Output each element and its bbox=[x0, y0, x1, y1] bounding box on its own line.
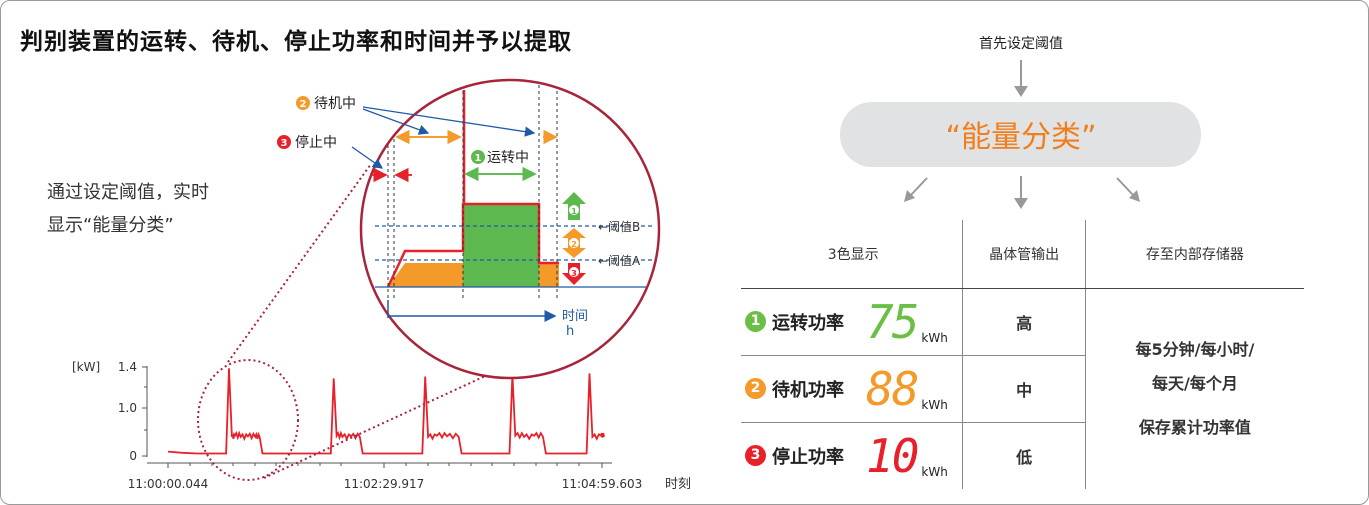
level-indicator-running: 1 bbox=[562, 192, 586, 220]
zoom-connector-line bbox=[263, 359, 521, 479]
branch-arrows bbox=[904, 176, 1140, 209]
running-segment-display: 75 bbox=[866, 294, 919, 349]
zoom-connector-line bbox=[227, 163, 372, 363]
trend-chart: [kW] 1.4 1.0 0 11:00:00.044 11:02:29.917… bbox=[72, 360, 691, 492]
running-power-label: 运转功率 bbox=[772, 312, 844, 334]
indicator-1-text: 1 bbox=[571, 207, 577, 216]
description-line-2: 显示“能量分类” bbox=[47, 215, 174, 236]
level-indicator-stopped: 3 bbox=[562, 263, 586, 285]
threshold-a-label: ←阈值A bbox=[598, 253, 641, 268]
standby-label: 待机中 bbox=[314, 96, 356, 112]
right-flow: 首先设定阈值 “能量分类” bbox=[840, 36, 1201, 209]
y-tick-label: 0 bbox=[129, 449, 137, 463]
stop-pointer bbox=[351, 146, 384, 169]
storage-line-2: 每天/每个月 bbox=[1151, 374, 1238, 393]
stopped-label: 停止中 bbox=[295, 134, 337, 151]
stopped-power-label: 停止功率 bbox=[772, 446, 844, 468]
down-arrow bbox=[1014, 60, 1028, 97]
header-output: 晶体管输出 bbox=[962, 220, 1086, 289]
x-tick-label: 11:02:29.917 bbox=[344, 477, 425, 491]
table-row: 1 运转功率 75 kWh 高 每5分钟/每小时/ 每天/每个月 保存累计功率值 bbox=[741, 288, 1304, 489]
unit-label: kWh bbox=[921, 398, 948, 413]
badge-3 bbox=[277, 135, 291, 149]
x-tick-label: 11:04:59.603 bbox=[562, 477, 643, 491]
standby-area bbox=[388, 263, 463, 287]
standby-area-right bbox=[539, 263, 559, 287]
x-axis-label: 时刻 bbox=[665, 477, 691, 492]
number-badge: 3 bbox=[745, 445, 766, 467]
classification-banner bbox=[840, 102, 1201, 167]
standby-pointer bbox=[362, 108, 430, 135]
table-row: 2 待机功率 88 kWh 中 bbox=[741, 355, 1304, 423]
output-low: 低 bbox=[962, 422, 1086, 489]
unit-label: kWh bbox=[921, 465, 948, 480]
badge-2 bbox=[296, 96, 310, 110]
output-medium: 中 bbox=[962, 355, 1086, 423]
indicator-3-text: 3 bbox=[571, 269, 577, 278]
zoom-region-ellipse bbox=[197, 359, 299, 481]
step-label: 首先设定阈值 bbox=[979, 36, 1063, 52]
number-badge: 1 bbox=[745, 311, 766, 333]
row-stopped-cell: 3 停止功率 10 kWh bbox=[741, 422, 963, 489]
standby-power-label: 待机功率 bbox=[772, 379, 844, 401]
storage-line-1: 每5分钟/每小时/ bbox=[1135, 340, 1255, 359]
table-row: 3 停止功率 10 kWh 低 bbox=[741, 422, 1304, 489]
standby-pointer bbox=[362, 106, 536, 137]
classification-table: 3色显示 晶体管输出 存至内部存储器 1 运转功率 75 kWh 高 每5分钟/每小时… bbox=[741, 220, 1304, 489]
h-label: h bbox=[566, 324, 574, 339]
left-diagram: [kW] 1.4 1.0 0 11:00:00.044 11:02:29.917… bbox=[72, 78, 691, 492]
storage-line-3: 保存累计功率值 bbox=[1138, 418, 1251, 437]
unit-label: kWh bbox=[921, 331, 948, 346]
y-tick-label: 1.4 bbox=[118, 360, 137, 374]
page-title: 判别装置的运转、待机、停止功率和时间并予以提取 bbox=[20, 29, 572, 55]
badge-1 bbox=[471, 150, 485, 164]
badge-2-text: 2 bbox=[300, 99, 307, 110]
badge-1-text: 1 bbox=[475, 153, 482, 164]
running-area bbox=[463, 204, 539, 287]
standby-segment-display: 88 bbox=[866, 361, 919, 416]
x-tick-label: 11:00:00.044 bbox=[128, 477, 209, 491]
y-axis-label: [kW] bbox=[72, 360, 100, 374]
indicator-2-text: 2 bbox=[571, 240, 577, 249]
stopped-segment-display: 10 bbox=[866, 428, 919, 483]
row-standby-cell: 2 待机功率 88 kWh bbox=[741, 355, 963, 423]
table-header-row: 3色显示 晶体管输出 存至内部存储器 bbox=[741, 220, 1304, 289]
classification-banner-text: “能量分类” bbox=[945, 120, 1096, 155]
badge-3-text: 3 bbox=[281, 138, 288, 149]
y-tick-label: 1.0 bbox=[118, 401, 137, 415]
output-high: 高 bbox=[962, 288, 1086, 356]
zoom-circle: 时间 h 2 待机中 3 停止中 1 运转中 1 2 bbox=[277, 78, 661, 380]
level-indicator-standby: 2 bbox=[562, 228, 586, 258]
time-axis-label: 时间 bbox=[562, 309, 588, 324]
number-badge: 2 bbox=[745, 378, 766, 400]
header-display: 3色显示 bbox=[741, 220, 963, 289]
row-running-cell: 1 运转功率 75 kWh bbox=[741, 288, 963, 356]
description-line-1: 通过设定阈值，实时 bbox=[47, 182, 209, 203]
header-storage: 存至内部存储器 bbox=[1085, 220, 1304, 289]
x-ticks bbox=[167, 463, 603, 468]
storage-cell: 每5分钟/每小时/ 每天/每个月 保存累计功率值 bbox=[1085, 288, 1304, 489]
y-ticks bbox=[142, 366, 147, 457]
threshold-b-label: ←阈值B bbox=[598, 219, 640, 234]
power-trend-line bbox=[167, 368, 605, 455]
left-description: 通过设定阈值，实时 显示“能量分类” bbox=[47, 176, 209, 242]
running-label: 运转中 bbox=[487, 150, 529, 166]
